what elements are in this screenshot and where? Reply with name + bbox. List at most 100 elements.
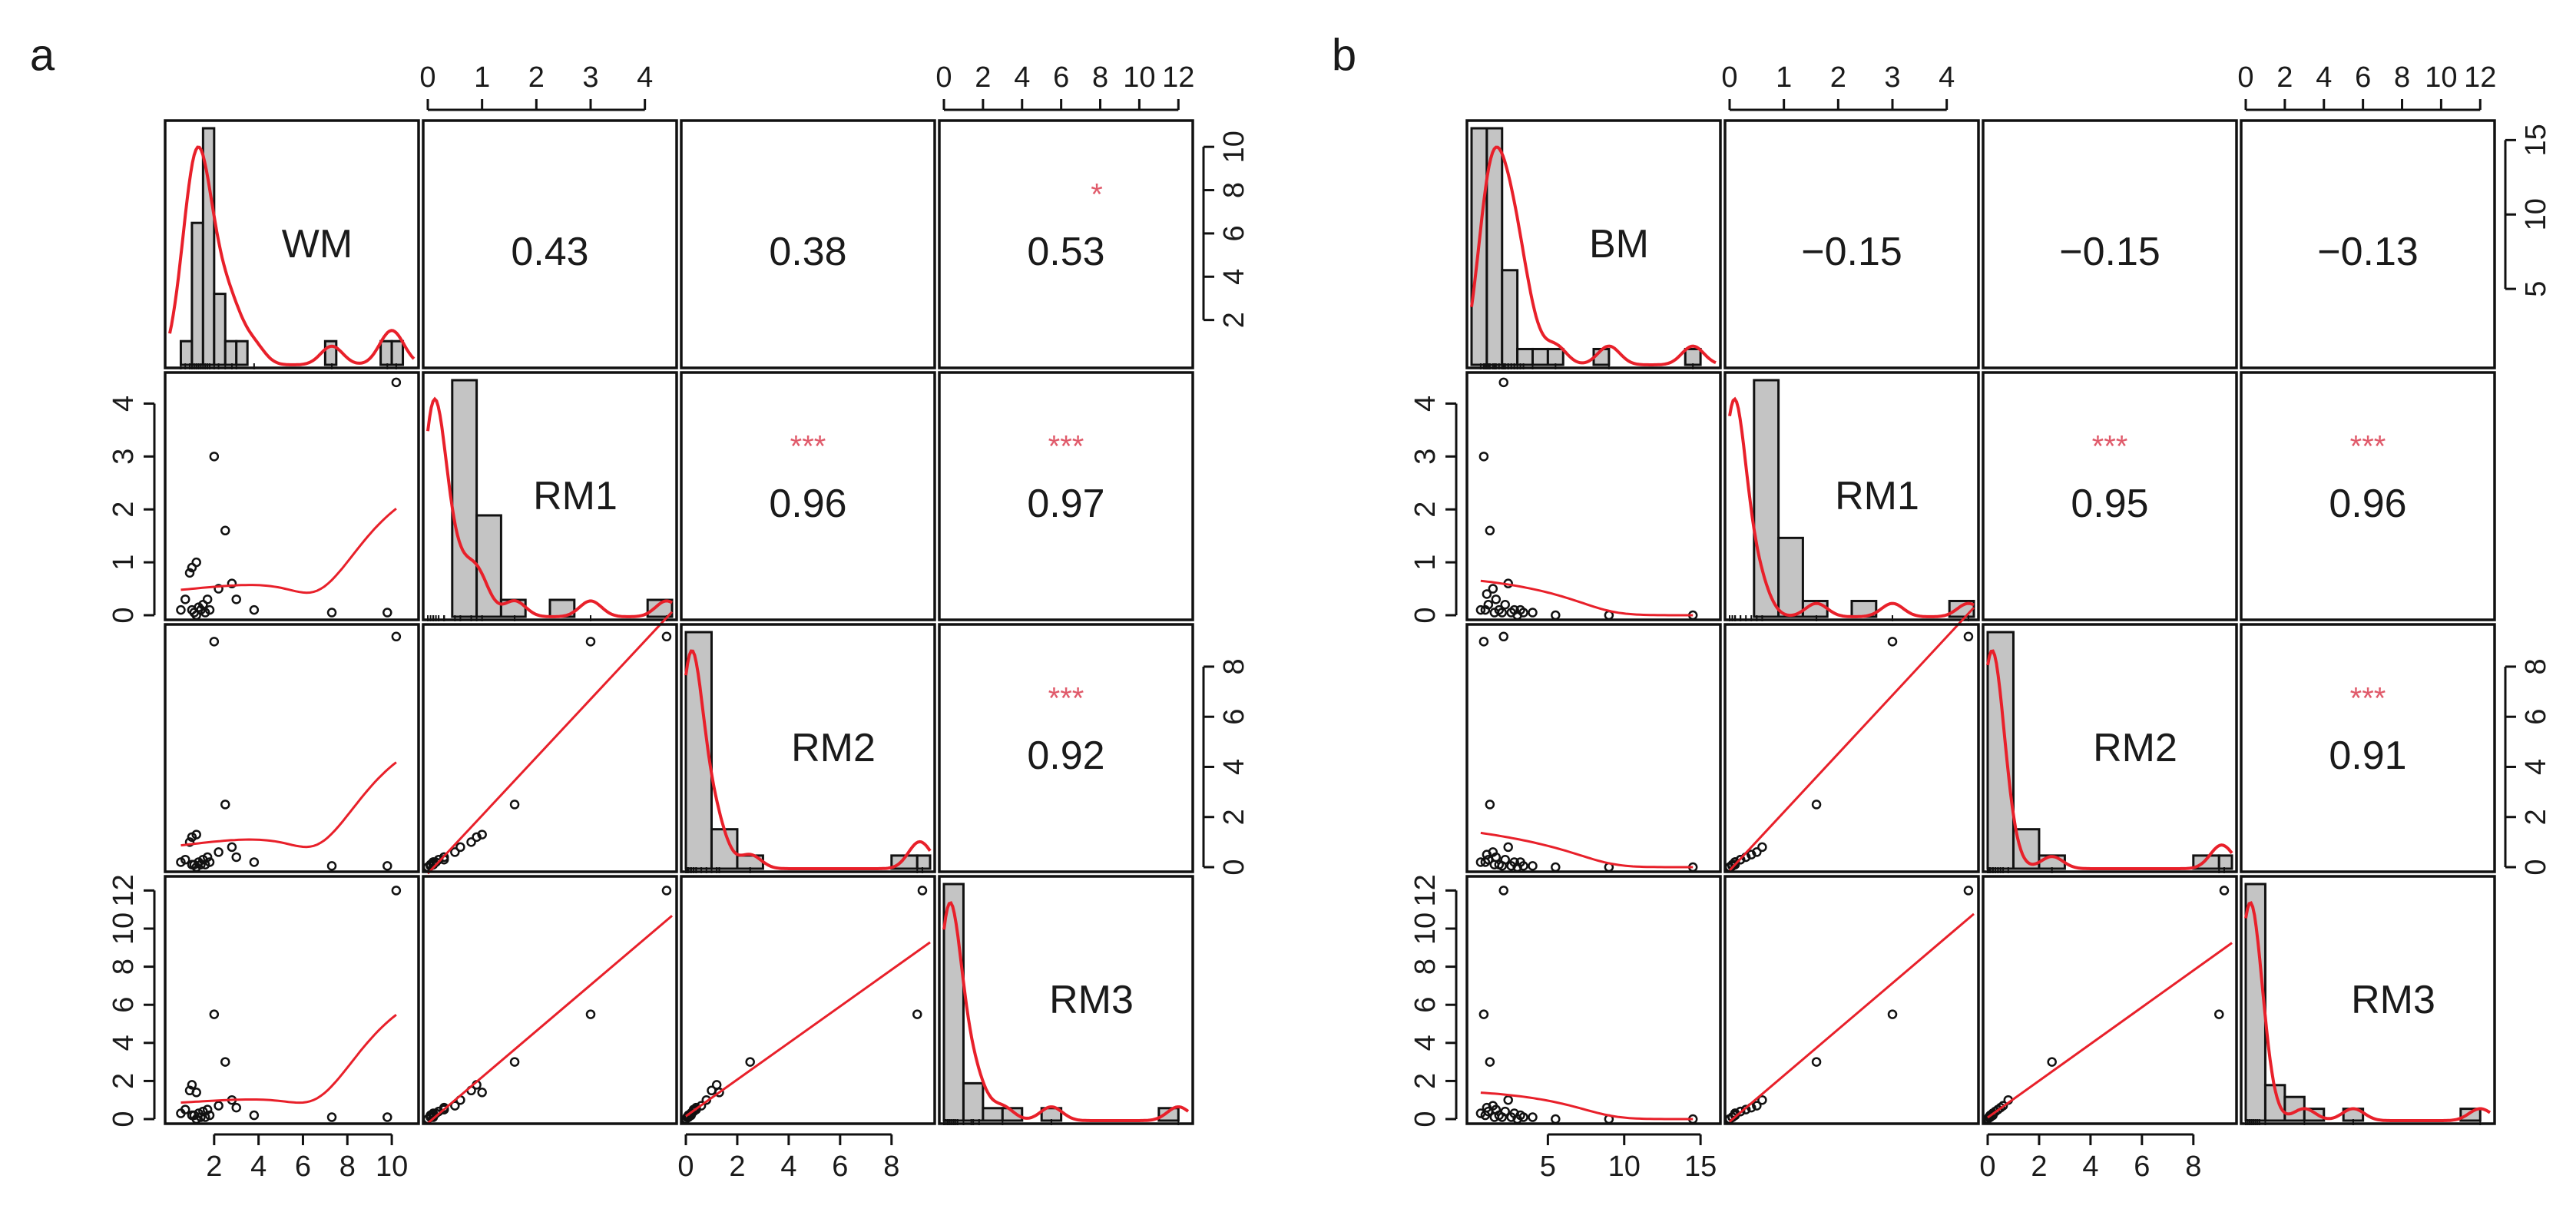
matrix-b-point — [1498, 631, 1508, 642]
matrix-b-tick-label: 10 — [1608, 1151, 1641, 1183]
matrix-b-cell-frame — [1465, 119, 1722, 369]
matrix-a-point — [439, 1102, 449, 1113]
matrix-a-hist-bar — [190, 221, 204, 366]
matrix-a-tick-label: 4 — [108, 396, 140, 412]
matrix-a-tick-label: 3 — [108, 449, 140, 465]
matrix-a-hist-bar — [646, 598, 674, 618]
matrix-b-point — [1498, 886, 1508, 896]
matrix-a-tick-label: 0 — [677, 1151, 694, 1183]
matrix-b-tick-label: 6 — [1409, 997, 1442, 1013]
matrix-a-point — [450, 847, 460, 857]
matrix-a-point — [509, 1057, 520, 1067]
matrix-a-point — [202, 1104, 213, 1114]
matrix-b-corr-stars: *** — [2350, 682, 2386, 716]
matrix-a-point — [912, 1009, 922, 1019]
matrix-a-corr-stars: *** — [1048, 682, 1084, 716]
matrix-a-hist-bar — [962, 1081, 985, 1122]
matrix-b-var-label-rm1: RM1 — [1835, 474, 1919, 518]
matrix-b-cell-frame — [2240, 875, 2496, 1125]
matrix-a-cell-r2c0 — [164, 623, 420, 873]
matrix-a-tick-label: 6 — [1218, 225, 1250, 241]
matrix-b-point — [1740, 1104, 1751, 1114]
matrix-a-point — [477, 830, 487, 840]
matrix-a-tick-label: 2 — [206, 1151, 222, 1183]
matrix-a-tick-label: 12 — [108, 874, 140, 906]
matrix-a-tick-label: 0 — [1218, 859, 1250, 875]
matrix-a-tick-label: 6 — [832, 1151, 848, 1183]
matrix-a-cell-frame — [164, 623, 420, 873]
matrix-a-cell-r1c3: 0.97 *** — [938, 371, 1194, 621]
matrix-a-tick-label: 4 — [1218, 759, 1250, 775]
matrix-b-corr-value: 0.95 — [2071, 482, 2148, 526]
matrix-a-cell-frame — [938, 371, 1194, 621]
matrix-a-corr-value: 0.92 — [1027, 734, 1104, 778]
matrix-b-cell-r3c0 — [1465, 875, 1722, 1125]
matrix-b-point — [1491, 594, 1502, 604]
matrix-a-cell-frame — [164, 119, 420, 369]
matrix-a-tick-label: 6 — [295, 1151, 311, 1183]
matrix-b-point — [1747, 849, 1757, 859]
matrix-b-hist-bar — [2217, 854, 2233, 870]
matrix-b-tick-label: 8 — [2520, 658, 2552, 674]
matrix-b-cell-frame — [1723, 371, 1980, 621]
matrix-a-corr-value: 0.97 — [1027, 482, 1104, 526]
matrix-a-point — [391, 377, 402, 388]
matrix-b-point — [1528, 861, 1538, 871]
matrix-b-point — [1485, 800, 1495, 810]
matrix-b-cell-frame — [2240, 371, 2496, 621]
matrix-a-tick-label: 1 — [474, 61, 490, 94]
matrix-b-point — [2219, 886, 2230, 896]
matrix-b-tick-label: 0 — [2520, 859, 2552, 875]
matrix-b-corr-stars: *** — [2092, 430, 2128, 464]
matrix-a-point — [202, 852, 213, 863]
matrix-a-point — [180, 1104, 190, 1114]
matrix-a-tick-label: 6 — [108, 997, 140, 1013]
matrix-a-point — [326, 608, 337, 618]
matrix-b-corr-value: −0.13 — [2317, 230, 2419, 274]
matrix-a-cell-frame — [422, 371, 678, 621]
matrix-b-hist-bar — [1986, 631, 2015, 870]
matrix-a-density-line — [426, 396, 673, 618]
matrix-b-point — [1489, 859, 1500, 869]
matrix-a-hist-bar — [1157, 1107, 1180, 1122]
matrix-a-cell-frame — [680, 875, 936, 1125]
matrix-b-tick-label: 5 — [2520, 281, 2552, 297]
matrix-a-tick-label: 8 — [1092, 61, 1108, 94]
matrix-b-cell-frame — [2240, 119, 2496, 369]
matrix-a-var-label-wm: WM — [282, 222, 353, 267]
matrix-b-point — [1489, 608, 1500, 618]
matrix-b-point — [1887, 1009, 1898, 1019]
matrix-b-tick-label: 0 — [1721, 61, 1737, 94]
matrix-b-tick-label: 4 — [2520, 759, 2552, 775]
matrix-a-hist-bar — [916, 854, 932, 870]
matrix-b-point — [1498, 377, 1508, 388]
matrix-b-hist-bar — [1777, 536, 1804, 618]
matrix-b-cell-frame — [1982, 119, 2238, 369]
matrix-b-tick-label: 4 — [1939, 61, 1955, 94]
matrix-b-cell-frame — [1982, 875, 2238, 1125]
matrix-a-hist-bar — [235, 339, 249, 366]
matrix-b-cell-frame — [2240, 623, 2496, 873]
matrix-b-cell-frame — [1982, 623, 2238, 873]
matrix-a-density-line — [684, 649, 932, 870]
matrix-a-tick-label: 4 — [1014, 61, 1030, 94]
matrix-a-tick-label: 0 — [108, 1111, 140, 1127]
matrix-b-corr-value: 0.91 — [2329, 734, 2406, 778]
matrix-b-tick-label: 1 — [1409, 555, 1442, 571]
matrix-a-tick-label: 0 — [419, 61, 435, 94]
matrix-b-tick-label: 2 — [1409, 1073, 1442, 1089]
matrix-a-point — [472, 832, 482, 843]
matrix-b-point — [1485, 1057, 1495, 1067]
matrix-b-point — [1752, 1101, 1762, 1111]
matrix-b-tick-label: 2 — [1409, 502, 1442, 518]
matrix-b-tick-label: 2 — [2520, 809, 2552, 825]
matrix-a-point — [191, 557, 201, 568]
matrix-b-tick-label: 12 — [2464, 61, 2496, 94]
matrix-b-cell-r3c1 — [1723, 875, 1980, 1125]
matrix-b-hist-bar — [1501, 269, 1519, 366]
matrix-b-point — [2047, 1057, 2057, 1067]
matrix-b-cell-r2c0 — [1465, 623, 1722, 873]
matrix-b-tick-label: 4 — [1409, 396, 1442, 412]
matrix-b-var-label-bm: BM — [1589, 222, 1649, 267]
matrix-b-hist-bar — [2459, 1108, 2482, 1122]
